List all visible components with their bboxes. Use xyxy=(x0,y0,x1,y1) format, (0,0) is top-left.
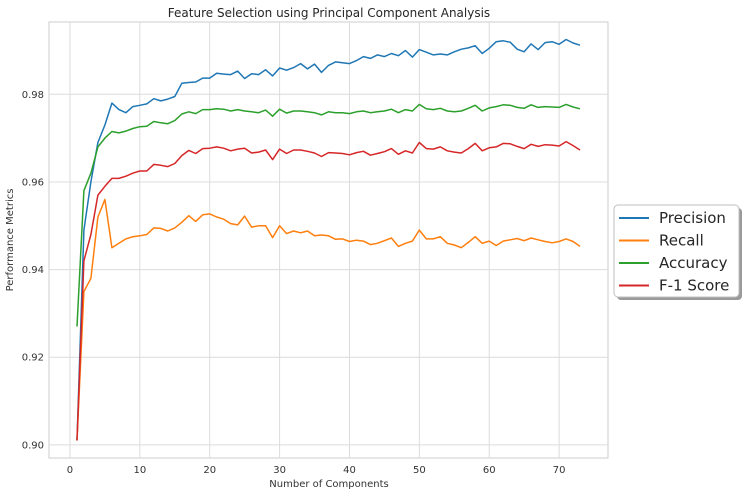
y-tick-label: 0.94 xyxy=(22,265,44,276)
x-tick-label: 0 xyxy=(67,465,73,476)
x-tick-label: 40 xyxy=(343,465,356,476)
legend-label-3: F-1 Score xyxy=(659,277,729,295)
y-tick-label: 0.92 xyxy=(22,353,44,364)
x-axis-label: Number of Components xyxy=(269,479,388,490)
y-tick-label: 0.98 xyxy=(22,90,44,101)
gridlines xyxy=(49,22,608,458)
series-line-1 xyxy=(76,198,581,441)
legend-box xyxy=(613,204,740,298)
x-tick-label: 10 xyxy=(133,465,146,476)
legend: Precision Recall Accuracy F-1 Score xyxy=(613,204,742,300)
legend-label-1: Recall xyxy=(659,232,704,250)
x-tick-label: 20 xyxy=(203,465,216,476)
y-axis-label: Performance Metrics xyxy=(5,189,16,292)
x-tick-label: 50 xyxy=(413,465,426,476)
chart-title: Feature Selection using Principal Compon… xyxy=(168,6,490,20)
legend-label-0: Precision xyxy=(659,209,726,227)
series-line-3 xyxy=(76,140,581,441)
x-tick-label: 60 xyxy=(483,465,496,476)
series-lines xyxy=(76,38,581,441)
x-tick-label: 70 xyxy=(553,465,566,476)
y-tick-label: 0.90 xyxy=(22,440,44,451)
series-line-2 xyxy=(76,103,581,327)
series-line-0 xyxy=(76,38,581,441)
x-axis-ticks: 0 10 20 30 40 50 60 70 xyxy=(67,465,566,476)
x-tick-label: 30 xyxy=(273,465,286,476)
y-axis-ticks: 0.90 0.92 0.94 0.96 0.98 xyxy=(22,90,44,452)
y-tick-label: 0.96 xyxy=(22,177,44,188)
legend-label-2: Accuracy xyxy=(659,254,728,272)
